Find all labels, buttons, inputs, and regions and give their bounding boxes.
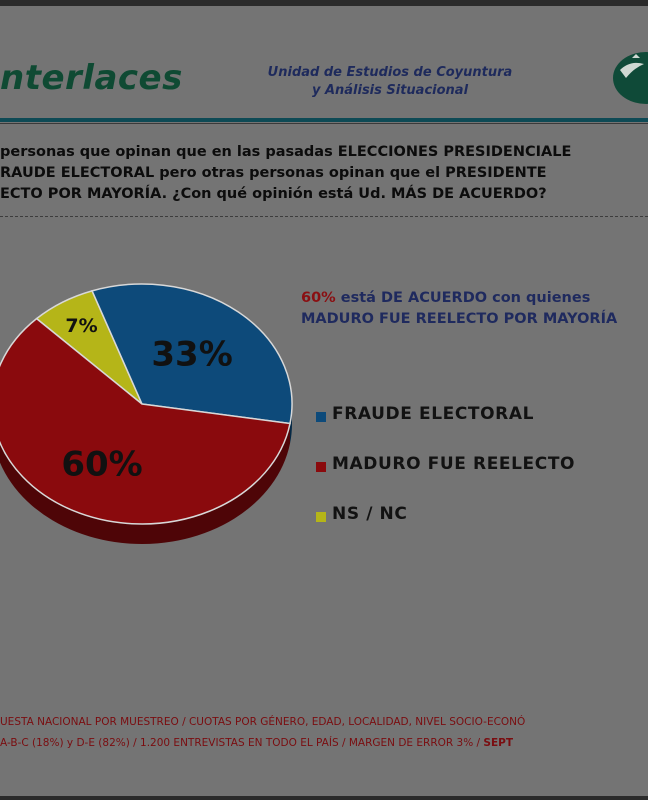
slice-maduro (0, 317, 291, 525)
legend-label-nsnc: NS / NC (332, 504, 408, 524)
header-rule-thin (0, 123, 648, 124)
unit-title: Unidad de Estudios de Coyuntura y Anális… (240, 64, 540, 100)
unit-title-line1: Unidad de Estudios de Coyuntura (267, 65, 513, 80)
slice-fraude (91, 283, 293, 425)
dashed-divider (0, 216, 648, 217)
summary-percent: 60% (301, 290, 336, 306)
survey-question: personas que opinan que en las pasadas E… (0, 142, 648, 205)
footer-date: SEPT (483, 737, 513, 749)
window-frame-bottom (0, 796, 648, 800)
header-rule (0, 118, 648, 122)
unit-title-line2: y Análisis Situacional (311, 83, 469, 98)
slice-label-maduro: 60% (61, 444, 142, 484)
methodology-footer: UESTA NACIONAL POR MUESTREO / CUOTAS POR… (0, 712, 648, 754)
footer-line-2: A-B-C (18%) y D-E (82%) / 1.200 ENTREVIS… (0, 733, 648, 754)
summary-text: 60% está DE ACUERDO con quienes MADURO F… (301, 288, 648, 330)
question-line-1: personas que opinan que en las pasadas E… (0, 144, 572, 160)
globe-logo-icon (613, 52, 648, 104)
header: nterlaces Unidad de Estudios de Coyuntur… (0, 6, 648, 116)
pie-chart: 7% 33% 60% (0, 283, 293, 544)
legend-swatch-maduro (316, 462, 326, 472)
footer-line-1: UESTA NACIONAL POR MUESTREO / CUOTAS POR… (0, 716, 526, 728)
question-line-2: RAUDE ELECTORAL pero otras personas opin… (0, 165, 547, 181)
legend-swatch-fraude (316, 412, 326, 422)
question-line-3: ECTO POR MAYORÍA. ¿Con qué opinión está … (0, 186, 547, 202)
legend-swatch-nsnc (316, 512, 326, 522)
window-frame-top (0, 0, 648, 6)
slice-side-maduro (0, 423, 291, 544)
legend-label-maduro: MADURO FUE REELECTO (332, 454, 576, 474)
summary-line-1: 60% está DE ACUERDO con quienes (301, 288, 648, 309)
footer-line-2-text: A-B-C (18%) y D-E (82%) / 1.200 ENTREVIS… (0, 737, 484, 749)
slice-label-nsnc: 7% (65, 315, 97, 337)
slice-label-fraude: 33% (151, 335, 232, 375)
summary-line-2: MADURO FUE REELECTO POR MAYORÍA (301, 311, 618, 327)
brand-logo-text: nterlaces (0, 58, 183, 98)
legend-label-fraude: FRAUDE ELECTORAL (332, 404, 535, 424)
summary-line-1-rest: está DE ACUERDO con quienes (335, 290, 591, 306)
